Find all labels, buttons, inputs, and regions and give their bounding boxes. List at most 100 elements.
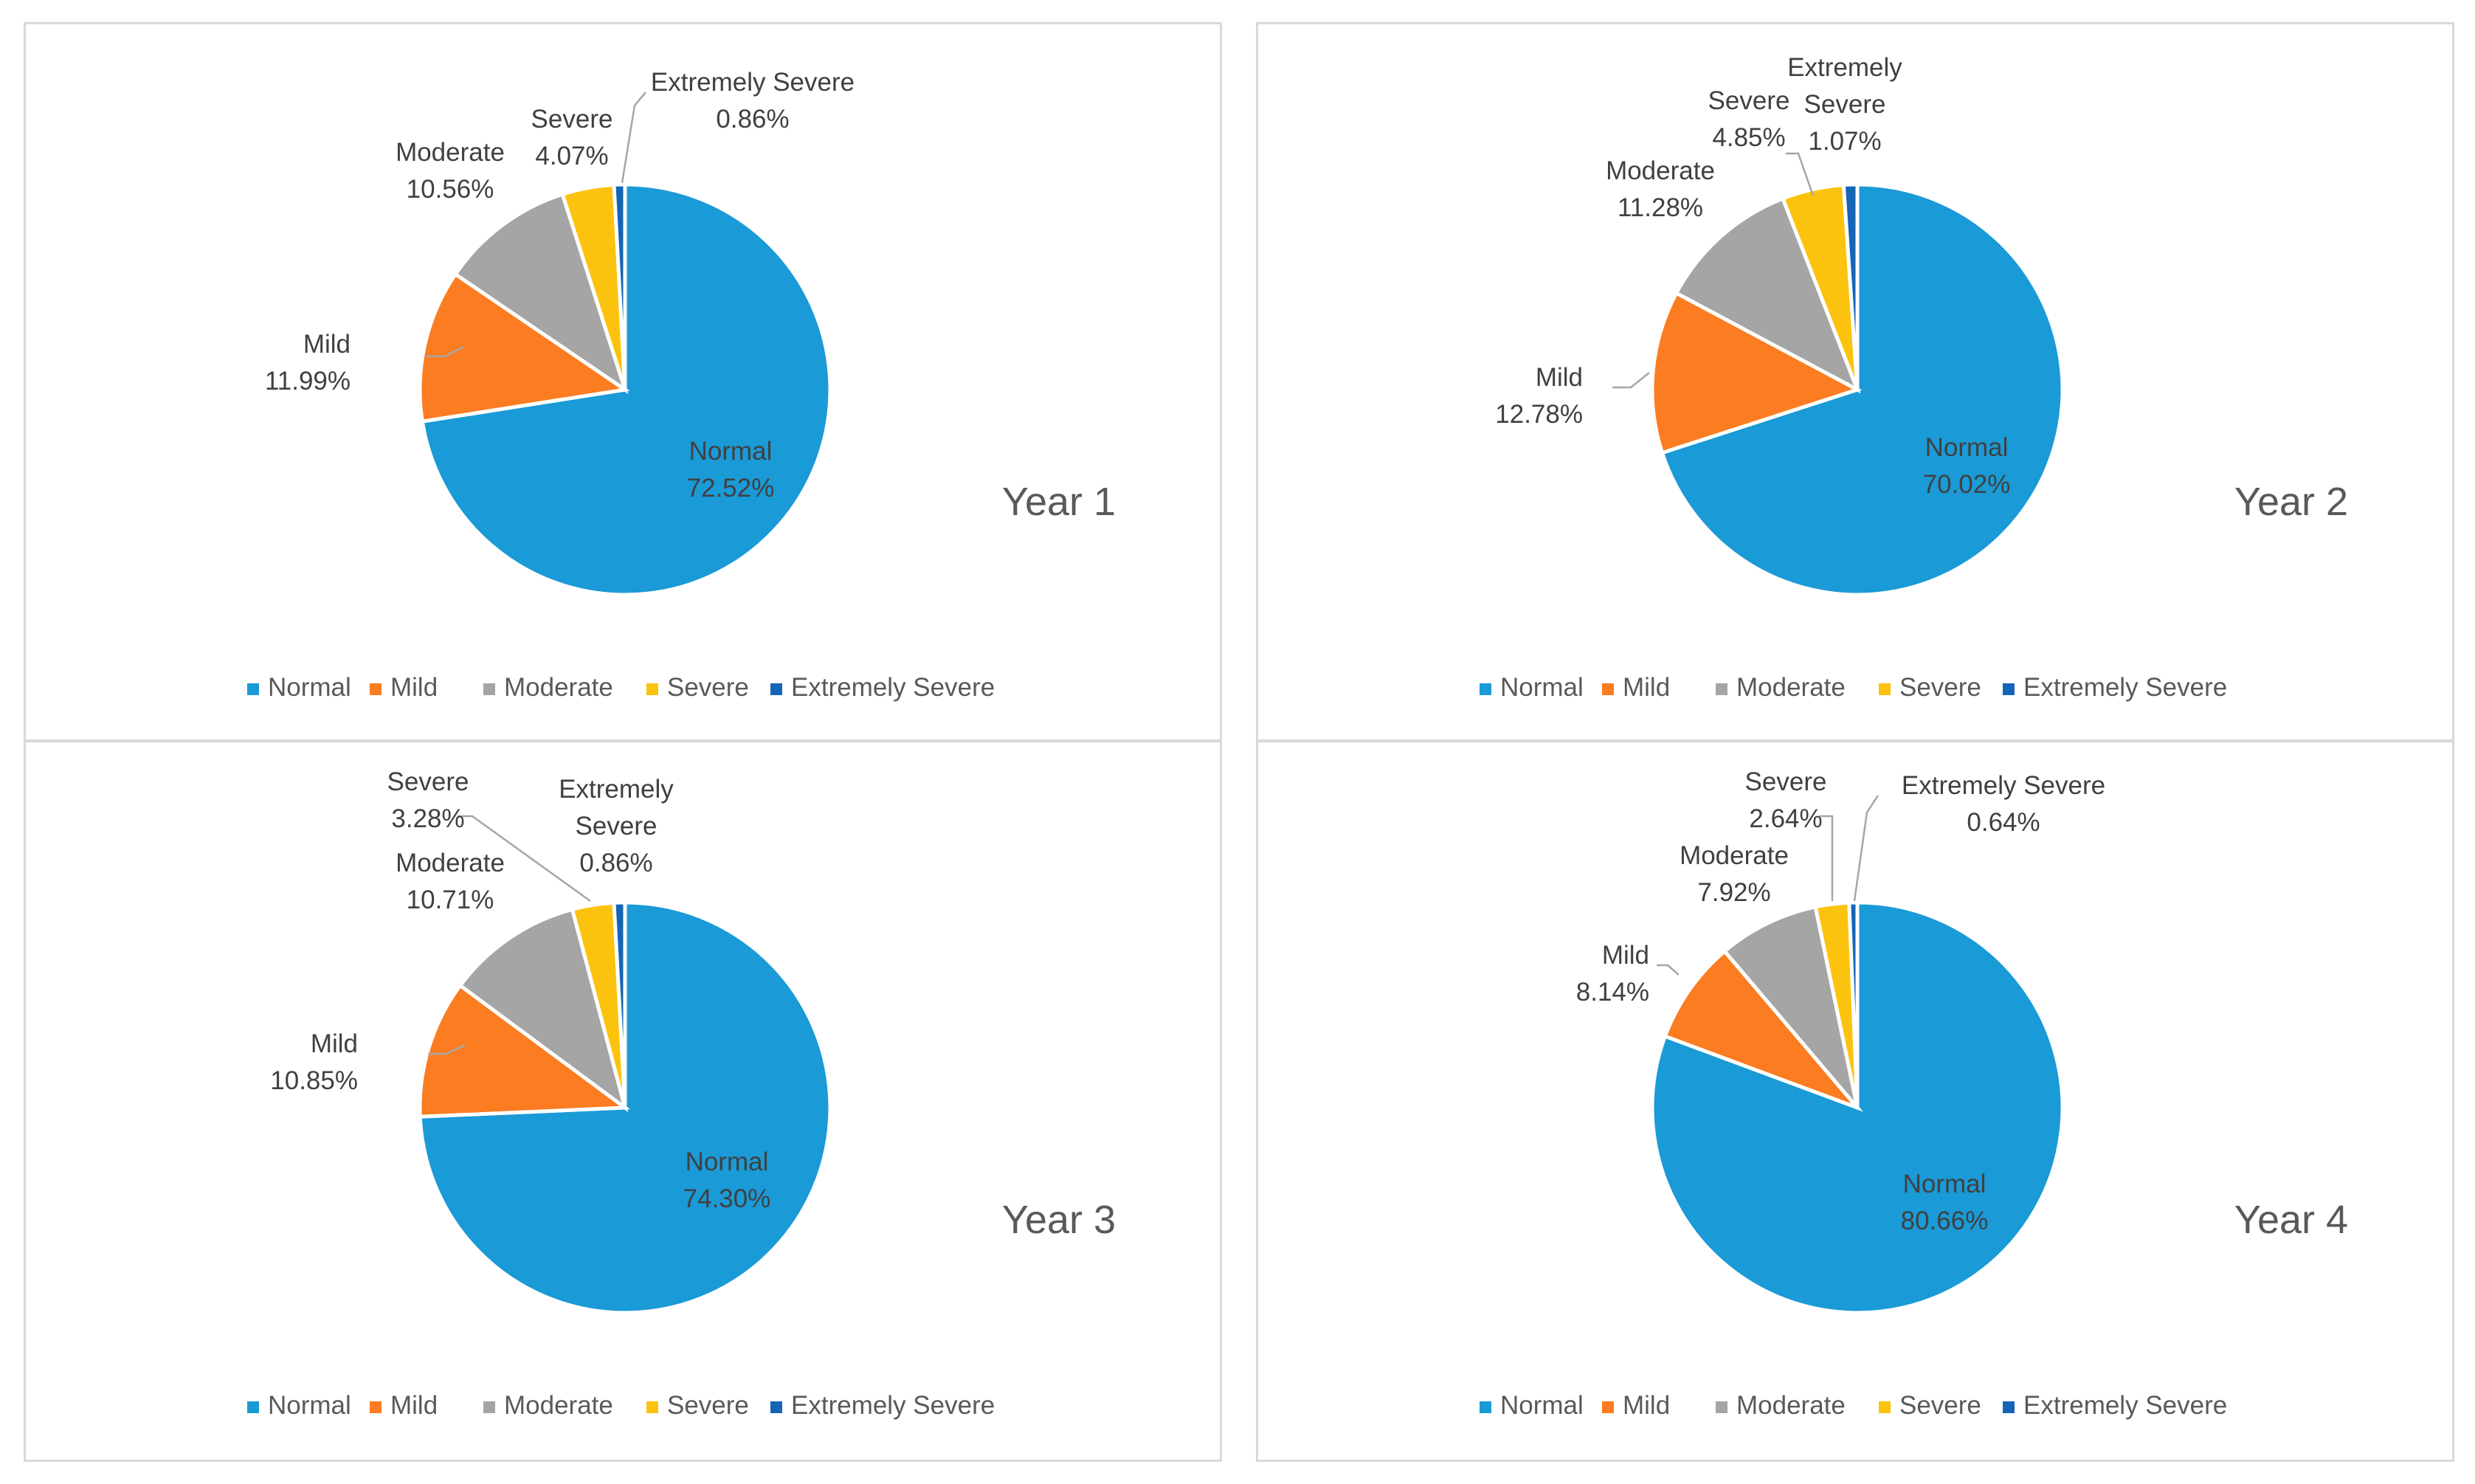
data-label-name-severe: Severe [1708,86,1790,115]
pie-chart-1: Normal 72.52% Mild 11.99% Moderate 10.56% Seve… [247,68,1116,702]
legend-swatch-normal [1480,683,1491,695]
data-label-value-severe: 4.85% [1712,123,1785,152]
data-label-value-severe: 4.07% [535,142,608,170]
pie-slice-extremely-severe [1841,182,1860,390]
legend-swatch-severe [646,1401,658,1413]
pie-slice-normal [1650,900,2065,1315]
leader-line-severe [1786,152,1815,196]
chart-panel-1: Normal 72.52% Mild 11.99% Moderate 10.56% Seve… [24,22,1222,742]
legend-label-extremely-severe: Extremely Severe [791,1391,995,1420]
legend-swatch-extremely-severe [770,1401,782,1413]
leader-line-extremely-severe [621,92,646,184]
chart-panel-4: Normal 80.66% Mild 8.14% Moderate 7.92% Severe… [1256,740,2454,1462]
data-label-name-extremely-severe: Extremely [559,775,674,804]
legend-label-moderate: Moderate [1736,1391,1846,1420]
pie-slice-mild [418,272,630,424]
pie-slice-extremely-severe [612,900,627,1108]
data-label-value-severe: 3.28% [391,804,464,833]
legend-label-severe: Severe [1899,673,1981,702]
data-label-name-moderate: Moderate [396,849,505,877]
legend-label-extremely-severe: Extremely Severe [791,673,995,702]
data-label-value-extremely-severe: 0.86% [579,849,652,877]
legend-label-extremely-severe: Extremely Severe [2023,673,2227,702]
leader-line-mild [427,345,464,358]
leader-line-mild [428,1043,466,1055]
pie-slice-mild [418,982,631,1119]
legend-label-normal: Normal [268,1391,351,1420]
legend-swatch-moderate [1716,683,1727,695]
legend-swatch-normal [247,1401,259,1413]
pie-slice-moderate [1674,196,1861,394]
pie-slice-moderate [452,192,629,395]
data-label-value-moderate: 10.71% [407,886,494,914]
leader-line-mild [1657,964,1680,976]
chart-panel-2: Normal 70.02% Mild 12.78% Moderate 11.28% Seve… [1256,22,2454,742]
legend-label-mild: Mild [1623,1391,1670,1420]
chart-panel-3: Normal 74.30% Mild 10.85% Moderate 10.71% Seve… [24,740,1222,1462]
legend-label-moderate: Moderate [1736,673,1846,702]
data-label-name-moderate: Moderate [1606,156,1715,185]
data-label-value-moderate: 11.28% [1618,193,1703,222]
data-label-name-extremely-severe-2: Severe [576,812,657,841]
leader-line-mild [1612,372,1650,389]
legend-label-normal: Normal [268,673,351,702]
data-label-name-severe: Severe [531,105,613,134]
legend-swatch-moderate [1716,1401,1727,1413]
data-label-name-mild: Mild [1602,941,1649,970]
data-label-name-extremely-severe-2: Severe [1804,90,1886,119]
data-label-name-normal: Normal [1925,433,2009,462]
legend-swatch-moderate [483,1401,495,1413]
data-label-value-mild: 12.78% [1495,400,1583,429]
legend-label-severe: Severe [667,673,749,702]
data-label-value-moderate: 7.92% [1697,878,1770,907]
legend-swatch-severe [646,683,658,695]
legend-swatch-severe [1879,1401,1891,1413]
data-label-name-extremely-severe: Extremely Severe [651,68,855,97]
legend-swatch-extremely-severe [2003,1401,2015,1413]
legend-label-moderate: Moderate [504,673,613,702]
legend-swatch-normal [247,683,259,695]
pie-slice-normal [1660,182,2065,597]
pie-chart-2: Normal 70.02% Mild 12.78% Moderate 11.28% Seve… [1480,53,2348,702]
data-label-value-severe: 2.64% [1749,804,1822,833]
legend-label-mild: Mild [1623,673,1670,702]
legend-label-mild: Mild [390,673,438,702]
legend-swatch-mild [370,683,382,695]
legend-swatch-normal [1480,1401,1491,1413]
legend-swatch-mild [370,1401,382,1413]
data-label-value-normal: 72.52% [687,474,775,503]
legend-label-severe: Severe [1899,1391,1981,1420]
legend-swatch-moderate [483,683,495,695]
legend-swatch-severe [1879,683,1891,695]
data-label-value-moderate: 10.56% [407,175,494,204]
data-label-name-extremely-severe: Extremely [1787,53,1902,82]
data-label-value-mild: 8.14% [1576,978,1649,1007]
data-label-name-severe: Severe [1745,767,1827,796]
legend-swatch-extremely-severe [2003,683,2015,695]
data-label-value-extremely-severe: 0.64% [1967,808,2040,837]
legend-swatch-mild [1602,683,1614,695]
data-label-value-normal: 80.66% [1901,1207,1989,1235]
data-label-name-severe: Severe [387,767,469,796]
data-label-name-moderate: Moderate [396,138,505,167]
pie-chart-4: Normal 80.66% Mild 8.14% Moderate 7.92% Severe… [1480,767,2348,1420]
legend-label-normal: Normal [1500,1391,1584,1420]
legend-swatch-extremely-severe [770,683,782,695]
pie-slice-extremely-severe [1847,900,1860,1108]
chart-title: Year 3 [1002,1198,1116,1242]
leader-line-severe [1819,815,1834,901]
data-label-value-normal: 70.02% [1923,470,2011,499]
data-label-name-mild: Mild [303,330,351,359]
pie-slice-mild [1663,948,1864,1112]
data-label-value-extremely-severe: 0.86% [716,105,789,134]
chart-title: Year 4 [2234,1198,2348,1242]
legend-label-normal: Normal [1500,673,1584,702]
chart-title: Year 1 [1002,480,1116,524]
leader-line-severe [458,815,591,903]
data-label-value-mild: 10.85% [270,1066,358,1095]
pie-slice-mild [1650,290,1863,455]
data-label-value-normal: 74.30% [683,1184,771,1213]
data-label-name-extremely-severe: Extremely Severe [1902,771,2105,800]
legend-label-severe: Severe [667,1391,749,1420]
chart-title: Year 2 [2234,480,2348,524]
